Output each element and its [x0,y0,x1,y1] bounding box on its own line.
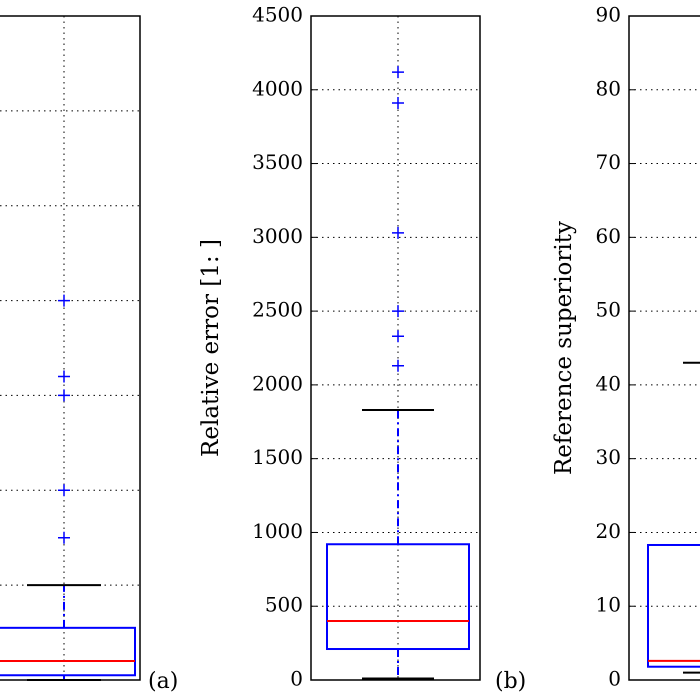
panel-label: (a) [148,669,178,694]
axes-frame [310,15,481,681]
y-tick-label: 90 [596,3,621,27]
outlier [392,66,404,79]
outlier [392,226,404,239]
y-tick-label: 60 [596,224,621,248]
outlier [392,359,404,372]
y-tick-label: 3500 [252,150,303,174]
outlier [392,305,404,318]
outlier [58,389,70,402]
y-tick-label: 3000 [252,224,303,248]
outlier [392,97,404,110]
y-tick-label: 20 [596,519,621,543]
y-axis-label: Relative error [1: ] [198,239,224,457]
y-tick-label: 500 [265,593,303,617]
y-tick-label: 40 [596,371,621,395]
panel-label: (b) [495,669,526,694]
box [0,626,136,677]
outlier [58,484,70,497]
y-tick-label: 80 [596,76,621,100]
axes-frame [628,15,700,681]
y-tick-label: 4500 [252,3,303,27]
outlier [58,531,70,544]
y-tick-label: 0 [290,667,303,691]
box [326,543,470,651]
outlier [58,370,70,383]
y-tick-label: 0 [608,667,621,691]
y-tick-label: 30 [596,445,621,469]
y-tick-label: 10 [596,593,621,617]
y-tick-label: 1500 [252,445,303,469]
y-tick-label: 70 [596,150,621,174]
outlier [392,330,404,343]
axes-frame [0,15,141,681]
y-tick-label: 2000 [252,371,303,395]
y-tick-label: 4000 [252,76,303,100]
y-tick-label: 50 [596,298,621,322]
outlier [58,294,70,307]
y-tick-label: 2500 [252,298,303,322]
y-axis-label: Reference superiority [551,221,577,475]
y-tick-label: 1000 [252,519,303,543]
box [647,543,700,668]
